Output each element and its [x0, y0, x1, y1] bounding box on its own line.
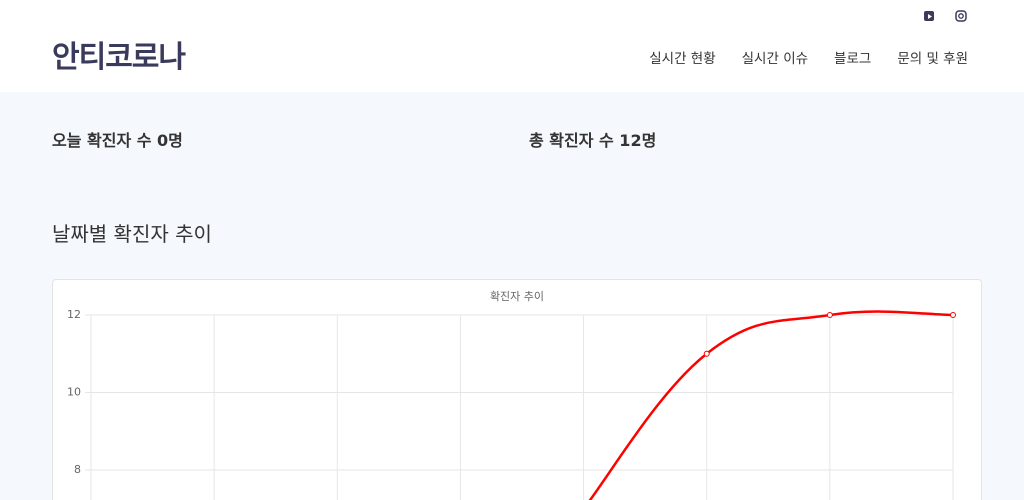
nav-item[interactable]: 실시간 현황	[649, 51, 716, 67]
social-icons	[924, 10, 967, 22]
line-series	[588, 310, 954, 500]
chart-title: 확진자 추이	[490, 290, 544, 303]
data-point	[703, 350, 710, 357]
youtube-icon[interactable]	[924, 11, 934, 21]
stat-total: 총 확진자 수 12명	[529, 131, 657, 150]
header: 안티코로나 실시간 현황 실시간 이슈 블로그 문의 및 후원	[0, 0, 1024, 92]
nav-item[interactable]: 실시간 이슈	[741, 51, 809, 67]
nav-item[interactable]: 블로그	[834, 51, 872, 67]
chart-card: 확진자 추이 8 10 12	[52, 279, 982, 500]
section-title: 날짜별 확진자 추이	[52, 222, 212, 246]
instagram-icon[interactable]	[955, 10, 967, 22]
y-tick-label: 8	[74, 463, 81, 476]
nav: 실시간 현황 실시간 이슈 블로그 문의 및 후원	[649, 47, 968, 67]
y-tick-label: 10	[67, 386, 81, 399]
data-point	[950, 312, 956, 318]
y-tick-label: 12	[67, 308, 81, 321]
data-point	[826, 312, 833, 318]
logo[interactable]: 안티코로나	[52, 40, 186, 75]
nav-item[interactable]: 문의 및 후원	[897, 51, 968, 67]
chart: 확진자 추이 8 10 12	[67, 290, 956, 500]
stat-today: 오늘 확진자 수 0명	[52, 131, 183, 150]
